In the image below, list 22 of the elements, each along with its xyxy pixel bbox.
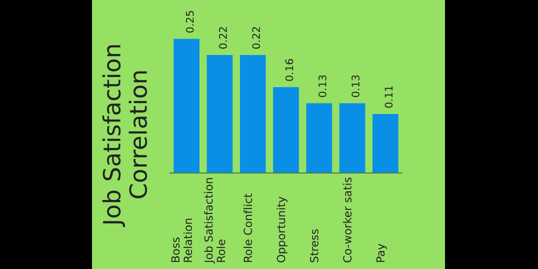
data-label: 0.13 — [352, 75, 360, 97]
x-tick-label: Co-worker satis — [342, 178, 352, 262]
x-tick-label: Boss Relation — [171, 218, 192, 262]
bar — [306, 103, 332, 173]
bar — [273, 87, 299, 173]
data-label: 0.22 — [252, 27, 260, 49]
y-axis-title: Job Satisfaction Correlation — [102, 45, 148, 227]
data-label: 0.22 — [219, 27, 227, 49]
x-tick-label: Opportunity — [276, 196, 288, 262]
data-label: 0.16 — [285, 59, 294, 81]
x-tick-label: Pay — [376, 244, 387, 262]
bar — [372, 114, 398, 173]
x-tick-label: Role Conflict — [244, 194, 252, 262]
x-tick-label: Job Satisfaction Role — [204, 178, 226, 264]
bar — [240, 54, 266, 173]
bar — [206, 54, 233, 173]
bar — [174, 38, 200, 173]
x-tick-label: Stress — [310, 229, 318, 262]
data-label: 0.25 — [186, 11, 194, 33]
data-label: 0.11 — [384, 86, 393, 108]
data-label: 0.13 — [318, 75, 326, 97]
bar — [339, 103, 366, 173]
